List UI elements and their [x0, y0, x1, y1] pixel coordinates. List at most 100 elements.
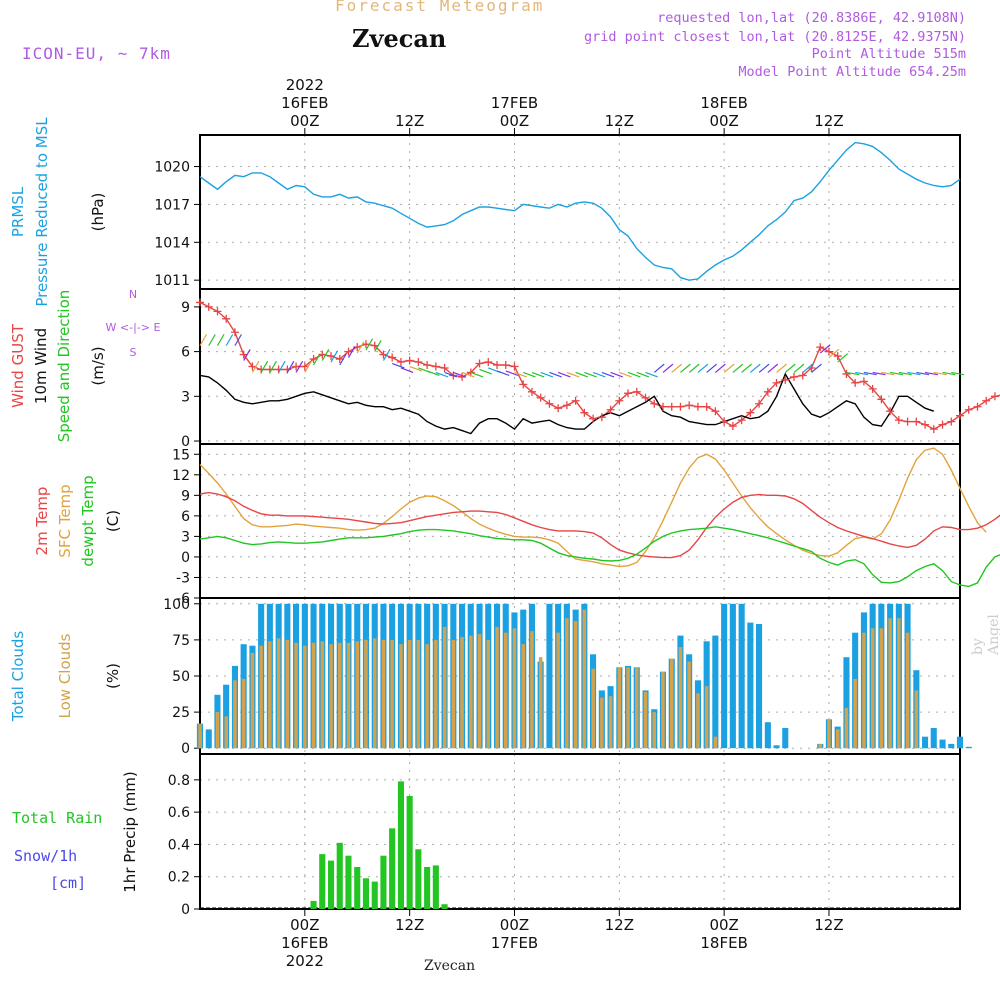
wind-gust-marker [300, 362, 309, 371]
low-clouds-bar [827, 719, 831, 749]
wind-direction-arrow [199, 334, 208, 346]
low-clouds-bar [495, 626, 499, 749]
dewpt-temp-label: dewpt Temp [79, 475, 97, 566]
wind-gust-marker [798, 371, 807, 380]
total-clouds-bar [939, 739, 946, 749]
wind-direction-arrow [881, 371, 895, 376]
wind-gust-marker [833, 352, 842, 361]
time-tick-label-top: 00Z [709, 112, 738, 130]
low-clouds-bar [451, 639, 456, 749]
wind-direction-arrow [951, 371, 965, 376]
total-clouds-label: Total Clouds [9, 631, 27, 723]
wind-direction-arrow [225, 334, 234, 346]
wind-direction-arrow [767, 363, 779, 373]
y-tick-label: 0.6 [168, 805, 190, 821]
y-tick-label: 0.4 [168, 837, 190, 853]
time-tick-label-bottom: 12Z [605, 916, 634, 934]
wind-direction-arrow [496, 370, 510, 376]
wind-direction-arrow [855, 371, 869, 376]
low-clouds-label: Low Clouds [56, 633, 74, 718]
low-clouds-bar [381, 639, 386, 749]
wind-gust-marker [886, 407, 895, 416]
wind-direction-arrow [549, 371, 562, 378]
wind-direction-arrow [627, 371, 641, 378]
wind-gust-marker [746, 408, 755, 417]
wind-direction-arrow [933, 371, 947, 376]
wind-10m-label: 10m Wind [32, 328, 50, 404]
wind-direction-arrow [260, 360, 269, 373]
low-clouds-bar [853, 678, 857, 749]
low-clouds-bar [233, 680, 237, 749]
low-clouds-bar [836, 729, 840, 749]
low-clouds-bar [259, 645, 263, 749]
prmsl-label: PRMSL [9, 186, 27, 237]
low-clouds-bar [346, 642, 351, 749]
y-tick-label: 0.2 [168, 870, 190, 886]
time-tick-label-top: 12Z [395, 112, 424, 130]
point-altitude: Point Altitude 515m [811, 46, 966, 62]
low-clouds-bar [844, 707, 849, 749]
gridpoint-coords: grid point closest lon,lat (20.8125E, 42… [583, 29, 966, 45]
low-clouds-bar [643, 691, 648, 749]
low-clouds-bar [897, 618, 901, 749]
wind-gust-marker [615, 396, 624, 405]
y-tick-label: 9 [181, 300, 190, 316]
sfc-temp-label: SFC Temp [56, 484, 74, 557]
low-clouds-bar [407, 639, 412, 749]
wind-direction-arrow [819, 344, 831, 354]
wind-gust-marker [484, 358, 493, 367]
wind-direction-arrow [924, 371, 938, 376]
y-tick-label: 1014 [154, 235, 190, 251]
wind-direction-arrow [671, 363, 683, 373]
low-clouds-bar [696, 693, 700, 749]
wind-direction-arrow [374, 340, 382, 352]
low-clouds-bar [442, 626, 447, 749]
low-clouds-bar [504, 632, 508, 749]
rain-bar [441, 904, 448, 909]
rain-bar [354, 867, 361, 909]
low-clouds-bar [626, 667, 630, 749]
temp-unit-label: (C) [104, 510, 122, 532]
low-clouds-bar [670, 658, 674, 749]
wind-direction-arrow [304, 360, 312, 373]
wind-gust-marker [493, 361, 502, 370]
low-clouds-bar [469, 635, 473, 749]
wind-direction-arrow [208, 334, 216, 346]
y-tick-label: 6 [181, 509, 190, 525]
wind-dir-label: Speed and Direction [55, 290, 73, 443]
low-clouds-bar [276, 638, 281, 749]
y-tick-label: 25 [172, 705, 190, 721]
wind-direction-arrow [557, 371, 571, 378]
wind-gust-marker [475, 359, 484, 368]
model-point-altitude: Model Point Altitude 654.25m [738, 64, 966, 80]
wind-gust-marker [790, 372, 799, 381]
wind-direction-arrow [347, 345, 356, 358]
wind-gust-marker [580, 408, 589, 417]
wind-direction-arrow [802, 363, 814, 373]
wind-direction-arrow [365, 338, 373, 351]
meteogram-title: Forecast Meteogram [335, 0, 545, 15]
wind-gust-marker [440, 363, 449, 372]
wind-gust-marker [510, 362, 519, 371]
wind-direction-arrow [610, 371, 623, 378]
wind-gust-marker [859, 377, 868, 386]
rain-bar [424, 867, 431, 909]
sfc-temp-line [199, 447, 987, 568]
wind-direction-arrow [715, 363, 726, 373]
wind-gust-marker [213, 307, 222, 316]
wind-direction-arrow [653, 363, 665, 373]
wind-gust-marker [589, 414, 598, 423]
wind-direction-arrow [444, 371, 458, 378]
low-clouds-bar [373, 638, 377, 749]
wind-gust-marker [781, 375, 790, 384]
wind-direction-arrow [339, 353, 347, 366]
low-clouds-bar [661, 671, 665, 749]
wind-direction-arrow [741, 363, 752, 373]
time-tick-label-bottom: 12Z [814, 916, 843, 934]
wind-gust-marker [597, 413, 606, 422]
low-clouds-bar [416, 639, 421, 749]
wind-gust-marker [990, 392, 999, 401]
low-clouds-bar [250, 652, 255, 749]
wind-gust-marker [964, 405, 973, 414]
low-clouds-bar [905, 632, 910, 749]
